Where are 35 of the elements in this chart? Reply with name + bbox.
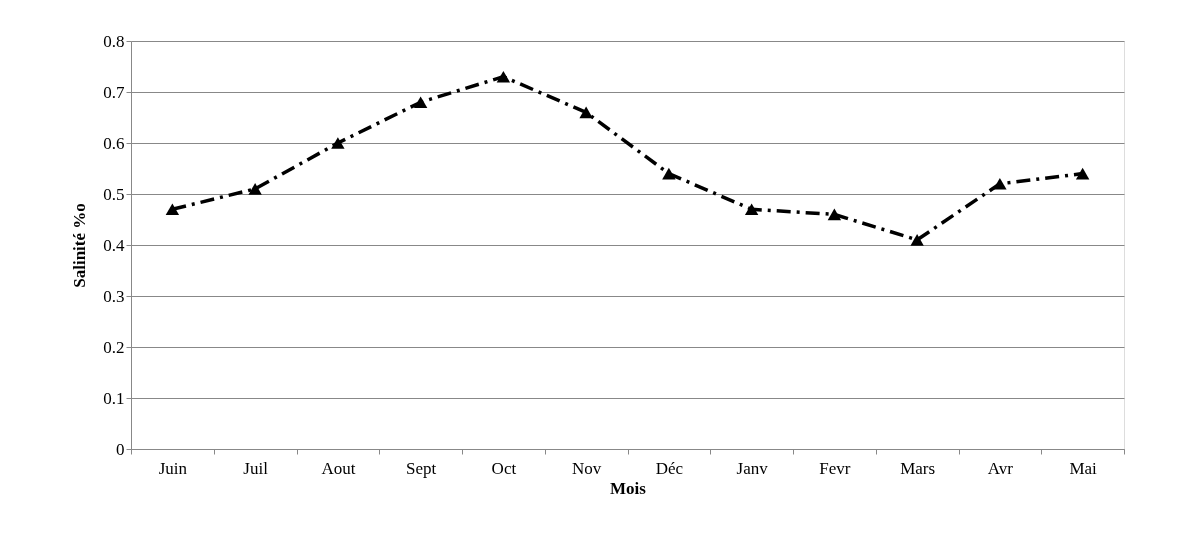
x-tick-label: Mars [900, 458, 936, 478]
point [1075, 167, 1090, 180]
point [579, 106, 593, 119]
y-tick-label: 0.8 [103, 31, 125, 51]
y-tick-label: 0 [116, 439, 125, 459]
x-tick-label: Aout [321, 458, 356, 478]
point [993, 177, 1007, 190]
point [662, 167, 676, 180]
point [496, 70, 511, 83]
y-tick-label: 0.7 [103, 82, 125, 102]
y-tick-label: 0.6 [103, 133, 125, 153]
point [248, 183, 262, 195]
y-tick-label: 0.1 [103, 388, 125, 408]
x-tick-label: Nov [571, 458, 602, 478]
point [910, 234, 924, 246]
point [744, 203, 759, 216]
x-tick-label: Avr [987, 458, 1014, 478]
point [331, 137, 345, 149]
y-tick-label: 0.3 [103, 286, 125, 306]
y-tick-label: 0.5 [103, 184, 125, 204]
x-tick-label: Janv [736, 458, 769, 478]
x-tick-label: Déc [655, 458, 684, 478]
x-tick-label: Mai [1069, 458, 1098, 478]
y-tick-label: 0.4 [103, 235, 125, 255]
x-tick-label: Juin [158, 458, 188, 478]
x-axis-title: Mois [610, 478, 647, 498]
x-tick-label: Fevr [819, 458, 851, 478]
x-tick-label: Oct [491, 458, 517, 478]
point [413, 96, 428, 109]
x-tick-label: Sept [406, 458, 437, 478]
y-tick-label: 0.2 [103, 337, 125, 357]
y-axis-title: Salinité %o [70, 203, 90, 288]
point [165, 203, 180, 216]
x-tick-label: Juil [243, 458, 269, 478]
point [827, 208, 842, 221]
